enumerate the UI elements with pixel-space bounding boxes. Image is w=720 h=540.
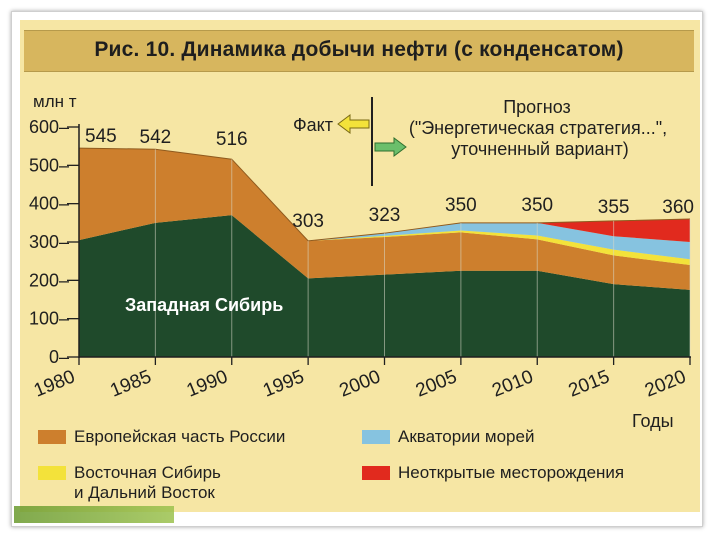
x-axis-label: Годы [632,411,674,431]
x-tick-label-1985: 1985 [107,366,154,401]
area-label-west-siberia: Западная Сибирь [125,295,283,315]
x-tick-label-2010: 2010 [489,366,536,401]
x-tick-label-1995: 1995 [260,366,307,401]
annotation-forecast-3: уточненный вариант) [451,139,629,159]
legend-label-east-siberia-2: и Дальний Восток [74,483,215,502]
annotation-fact: Факт [293,115,333,135]
x-tick-label-2005: 2005 [413,366,460,401]
x-tick-label-1990: 1990 [184,366,231,401]
y-axis-label: млн т [33,92,77,111]
x-tick-label-2000: 2000 [337,366,384,401]
legend-label-europe: Европейская часть России [74,427,286,446]
total-label-1995: 303 [292,211,324,232]
forecast-arrow-icon [374,137,407,157]
total-label-1985: 542 [140,127,172,148]
total-label-2005: 350 [445,195,477,216]
title-bar [24,30,694,72]
y-tick-label-200: 200– [29,270,69,290]
total-label-2015: 355 [598,197,630,218]
legend-swatch-europe [38,430,66,444]
annotation-forecast-2: ("Энергетическая стратегия...", [409,118,667,138]
x-tick-label-2015: 2015 [566,366,613,401]
y-tick-label-600: 600– [29,117,69,137]
y-tick-label-0: 0– [49,347,69,367]
legend-label-undiscovered: Неоткрытые месторождения [398,463,625,482]
y-tick-label-300: 300– [29,232,69,252]
legend-swatch-east-siberia [38,466,66,480]
y-tick-label-400: 400– [29,194,69,214]
decorative-stripe [14,506,174,523]
area-und [79,148,690,242]
total-label-1990: 516 [216,129,248,150]
legend-swatch-seas [362,430,390,444]
legend-swatch-undiscovered [362,466,390,480]
x-tick-label-1980: 1980 [31,366,78,401]
total-label-1980: 545 [85,126,117,147]
annotation-forecast-1: Прогноз [503,97,571,117]
total-label-2000: 323 [369,205,401,226]
total-label-2020: 360 [662,197,694,218]
x-tick-label-2020: 2020 [642,366,689,401]
y-tick-label-100: 100– [29,309,69,329]
legend-label-seas: Акватории морей [398,427,535,446]
chart-title: Рис. 10. Динамика добычи нефти (с конден… [94,38,624,61]
total-label-2010: 350 [521,195,553,216]
y-tick-label-500: 500– [29,155,69,175]
fact-arrow-icon [337,114,370,134]
legend-label-east-siberia-1: Восточная Сибирь [74,463,221,482]
